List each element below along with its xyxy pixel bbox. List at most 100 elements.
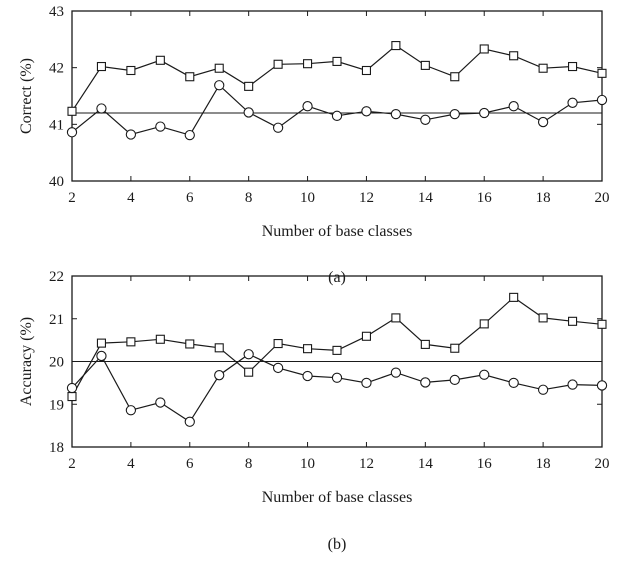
x-tick-label: 2 — [68, 456, 76, 472]
data-point-circle — [214, 80, 225, 91]
data-point-square — [273, 59, 283, 69]
data-point-circle — [302, 101, 313, 112]
y-tick-label: 40 — [49, 174, 64, 190]
data-point-circle — [508, 377, 519, 389]
data-point-circle — [66, 382, 78, 394]
x-tick-label: 4 — [127, 456, 135, 472]
series-circle — [66, 349, 608, 427]
x-tick-label: 12 — [359, 456, 374, 472]
data-point-square — [244, 81, 254, 91]
data-point-circle — [449, 108, 460, 120]
data-point-square — [361, 65, 371, 76]
y-tick-label: 19 — [49, 397, 64, 413]
data-point-circle — [479, 369, 490, 380]
data-point-square — [391, 313, 401, 323]
data-point-square — [538, 63, 548, 73]
data-point-square — [420, 339, 430, 349]
x-tick-label: 4 — [127, 190, 135, 206]
data-point-square — [479, 44, 489, 54]
data-point-circle — [567, 97, 578, 108]
x-tick-label: 6 — [186, 190, 194, 206]
data-point-square — [214, 63, 224, 73]
data-point-circle — [420, 377, 431, 388]
data-point-square — [155, 55, 165, 65]
data-point-circle — [596, 380, 608, 391]
data-point-square — [361, 331, 371, 341]
data-point-square — [332, 345, 342, 355]
data-point-square — [332, 56, 342, 66]
x-tick-label: 16 — [477, 456, 493, 472]
data-point-circle — [184, 416, 195, 427]
data-point-circle — [390, 108, 402, 120]
data-point-circle — [96, 350, 107, 362]
y-axis-label: Accuracy (%) — [18, 317, 35, 406]
data-point-circle — [214, 370, 225, 381]
data-point-square — [303, 59, 313, 69]
data-point-square — [568, 316, 578, 326]
y-tick-label: 22 — [49, 269, 64, 285]
data-point-square — [185, 72, 195, 82]
data-point-square — [126, 337, 136, 347]
data-point-square — [185, 339, 195, 349]
data-point-square — [273, 338, 283, 349]
x-tick-label: 20 — [595, 456, 610, 472]
x-tick-label: 20 — [595, 190, 610, 206]
y-tick-label: 18 — [49, 440, 64, 456]
data-point-square — [538, 313, 548, 323]
data-point-square — [509, 292, 519, 302]
data-point-circle — [537, 384, 549, 395]
data-point-circle — [596, 94, 608, 106]
data-point-circle — [331, 110, 343, 121]
data-point-square — [155, 334, 165, 344]
y-tick-label: 43 — [49, 4, 64, 20]
x-tick-label: 8 — [245, 456, 253, 472]
series-line — [71, 84, 603, 136]
data-point-square — [450, 343, 460, 353]
data-point-square — [568, 61, 578, 72]
x-tick-label: 14 — [418, 456, 434, 472]
data-point-circle — [567, 379, 578, 390]
plot-frame — [71, 10, 603, 182]
data-point-circle — [272, 362, 284, 374]
data-point-circle — [272, 122, 284, 133]
series-square — [67, 41, 607, 116]
chart-panel-2: 2 4 6 8 10 12 14 16 18 20 18 19 20 21 22 Number of base… — [18, 269, 610, 553]
data-point-circle — [155, 121, 166, 132]
data-point-square — [391, 41, 401, 51]
data-point-square — [126, 65, 136, 76]
data-point-circle — [361, 377, 372, 389]
data-point-circle — [184, 129, 195, 141]
x-tick-label: 6 — [186, 456, 194, 472]
x-tick-label: 10 — [300, 456, 315, 472]
x-tick-label: 2 — [68, 190, 76, 206]
data-point-circle — [243, 107, 254, 118]
series-square — [67, 292, 607, 402]
data-point-circle — [537, 116, 549, 128]
data-point-circle — [390, 367, 402, 378]
data-point-square — [67, 392, 77, 402]
panel-label: (b) — [328, 536, 347, 553]
data-point-circle — [508, 101, 519, 112]
data-point-square — [96, 61, 106, 72]
y-tick-label: 41 — [49, 117, 64, 133]
data-point-square — [244, 367, 254, 377]
data-point-circle — [331, 372, 343, 383]
data-point-circle — [479, 107, 490, 119]
data-point-square — [303, 344, 313, 354]
x-axis-label: Number of base classes — [262, 223, 413, 240]
series-line — [71, 353, 603, 423]
data-point-square — [67, 106, 77, 116]
chart-panel-1: 2 4 6 8 10 12 14 16 18 20 40 41 42 43 Number of base c… — [18, 4, 610, 286]
x-tick-label: 14 — [418, 190, 434, 206]
data-point-circle — [155, 397, 166, 408]
data-point-circle — [125, 129, 137, 140]
series-line — [71, 44, 603, 112]
y-axis-label: Correct (%) — [18, 58, 35, 134]
x-tick-label: 10 — [300, 190, 315, 206]
data-point-circle — [96, 103, 107, 114]
series-circle — [66, 80, 608, 141]
x-tick-label: 12 — [359, 190, 374, 206]
data-point-square — [420, 60, 430, 70]
data-point-circle — [243, 349, 254, 360]
